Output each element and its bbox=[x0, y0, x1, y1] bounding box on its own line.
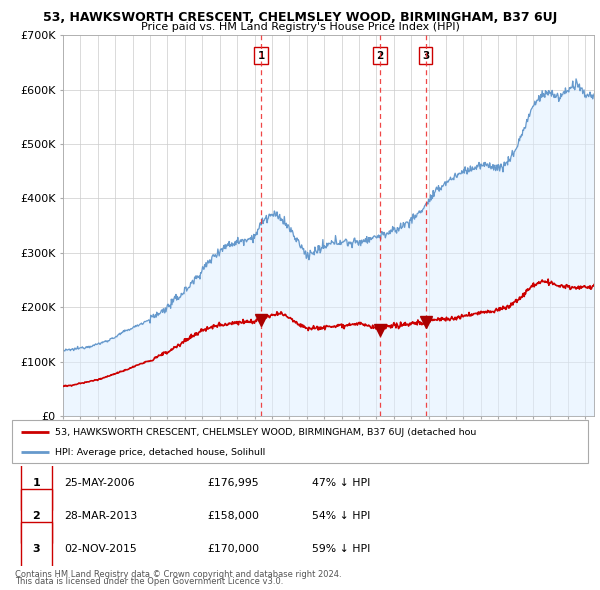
Text: Price paid vs. HM Land Registry's House Price Index (HPI): Price paid vs. HM Land Registry's House … bbox=[140, 22, 460, 32]
Text: 02-NOV-2015: 02-NOV-2015 bbox=[64, 544, 137, 554]
Text: This data is licensed under the Open Government Licence v3.0.: This data is licensed under the Open Gov… bbox=[15, 578, 283, 586]
Text: 2: 2 bbox=[377, 51, 384, 61]
FancyBboxPatch shape bbox=[20, 489, 52, 543]
Text: 3: 3 bbox=[422, 51, 429, 61]
FancyBboxPatch shape bbox=[12, 420, 588, 463]
Text: 28-MAR-2013: 28-MAR-2013 bbox=[64, 511, 137, 521]
Text: £176,995: £176,995 bbox=[208, 478, 259, 488]
Text: 1: 1 bbox=[257, 51, 265, 61]
Text: Contains HM Land Registry data © Crown copyright and database right 2024.: Contains HM Land Registry data © Crown c… bbox=[15, 571, 341, 579]
FancyBboxPatch shape bbox=[20, 455, 52, 510]
Text: 2: 2 bbox=[32, 511, 40, 521]
Text: 47% ↓ HPI: 47% ↓ HPI bbox=[311, 478, 370, 488]
Text: £158,000: £158,000 bbox=[208, 511, 260, 521]
Text: 1: 1 bbox=[32, 478, 40, 488]
FancyBboxPatch shape bbox=[20, 522, 52, 576]
Text: 25-MAY-2006: 25-MAY-2006 bbox=[64, 478, 134, 488]
Text: 53, HAWKSWORTH CRESCENT, CHELMSLEY WOOD, BIRMINGHAM, B37 6UJ: 53, HAWKSWORTH CRESCENT, CHELMSLEY WOOD,… bbox=[43, 11, 557, 24]
Text: £170,000: £170,000 bbox=[208, 544, 260, 554]
Text: 53, HAWKSWORTH CRESCENT, CHELMSLEY WOOD, BIRMINGHAM, B37 6UJ (detached hou: 53, HAWKSWORTH CRESCENT, CHELMSLEY WOOD,… bbox=[55, 428, 476, 437]
Text: 59% ↓ HPI: 59% ↓ HPI bbox=[311, 544, 370, 554]
Text: HPI: Average price, detached house, Solihull: HPI: Average price, detached house, Soli… bbox=[55, 448, 265, 457]
Text: 54% ↓ HPI: 54% ↓ HPI bbox=[311, 511, 370, 521]
Text: 3: 3 bbox=[32, 544, 40, 554]
